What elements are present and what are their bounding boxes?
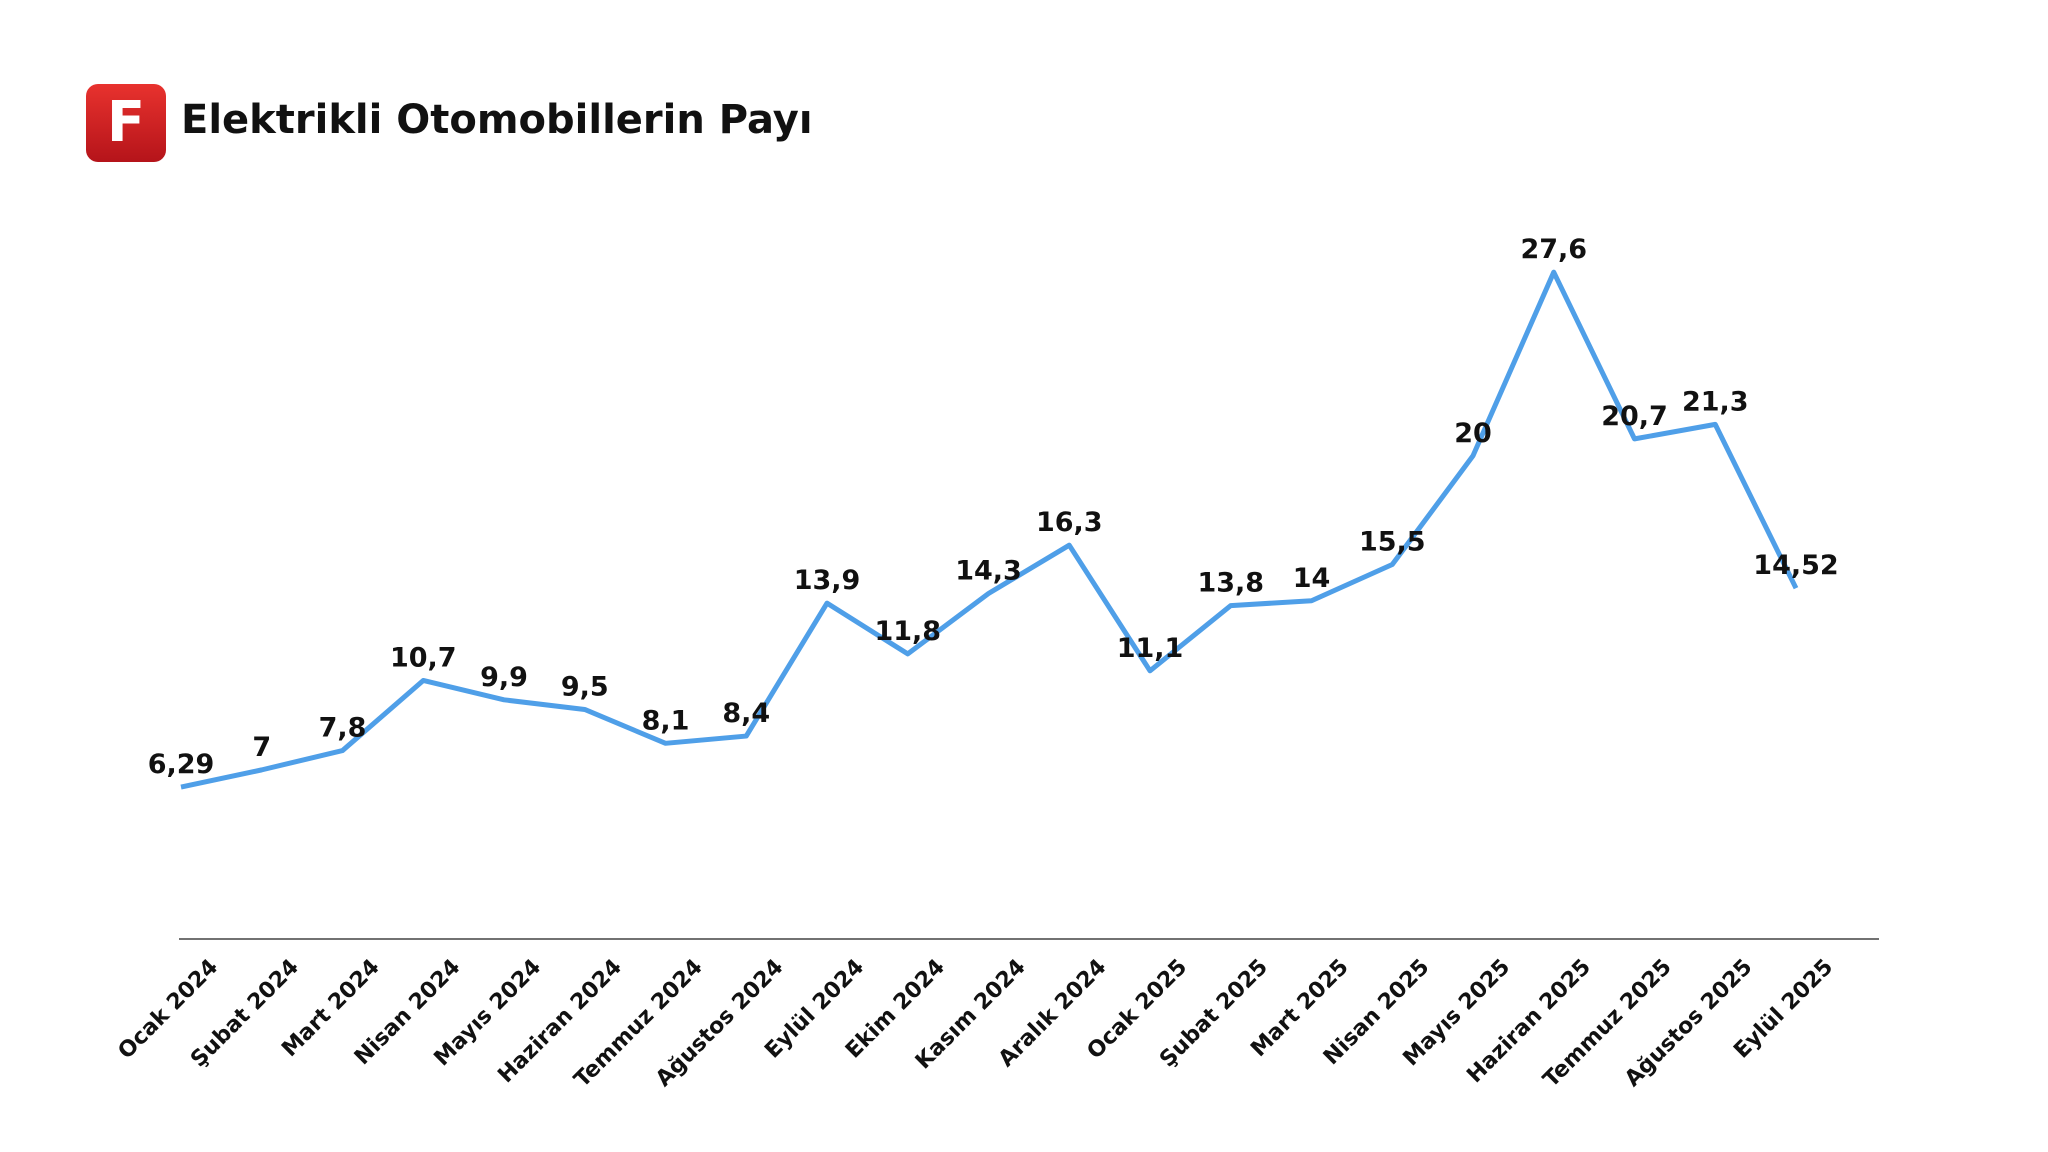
data-label: 7,8 (319, 713, 367, 744)
data-label: 11,1 (1117, 633, 1184, 664)
data-label: 14,3 (955, 556, 1022, 587)
data-label: 20,7 (1601, 401, 1668, 432)
data-label: 14 (1293, 563, 1331, 594)
data-label: 8,1 (642, 705, 690, 736)
data-label: 13,9 (794, 565, 861, 596)
data-label: 27,6 (1520, 234, 1587, 265)
data-label: 9,9 (480, 662, 528, 693)
data-label: 11,8 (874, 616, 941, 647)
data-label: 13,8 (1197, 568, 1264, 599)
line (180, 269, 1799, 790)
data-label: 7 (252, 732, 271, 763)
data-label: 9,5 (561, 671, 609, 702)
data-label: 6,29 (148, 749, 215, 780)
data-label: 14,52 (1753, 550, 1838, 581)
data-label: 21,3 (1682, 386, 1749, 417)
data-label: 10,7 (390, 642, 457, 673)
data-label: 8,4 (722, 698, 770, 729)
chart-title: Elektrikli Otomobillerin Payı (181, 97, 813, 143)
logo-box (86, 84, 166, 162)
data-label: 15,5 (1359, 527, 1426, 558)
data-label: 16,3 (1036, 507, 1103, 538)
data-label: 20 (1454, 418, 1492, 449)
logo-text: F (107, 90, 145, 155)
